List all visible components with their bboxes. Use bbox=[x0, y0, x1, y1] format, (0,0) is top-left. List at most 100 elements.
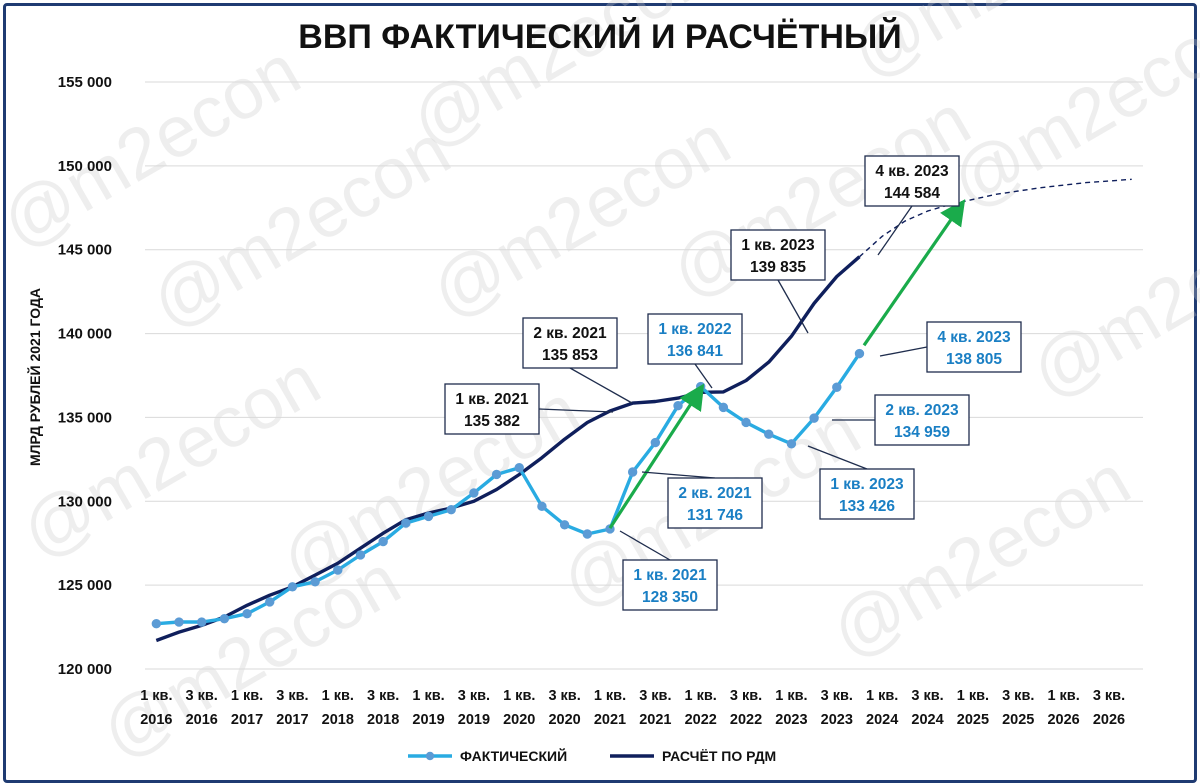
x-tick-year: 2026 bbox=[1047, 712, 1079, 728]
data-point bbox=[582, 529, 592, 539]
callout-box bbox=[522, 317, 618, 369]
data-point bbox=[764, 429, 774, 439]
forecast-dashed-line bbox=[859, 178, 1132, 258]
chart-frame bbox=[3, 3, 1197, 783]
data-point bbox=[174, 617, 184, 627]
callout-layer: 4 кв. 2023 144 584 1 кв. 2023 139 835 2 кв. … bbox=[444, 155, 1022, 611]
x-tick-quarter: 1 кв. bbox=[231, 688, 263, 704]
callout-period: 1 кв. 2023 bbox=[830, 476, 904, 493]
data-point bbox=[559, 520, 570, 530]
callout-value: 131 746 bbox=[687, 507, 743, 524]
data-point bbox=[786, 439, 797, 449]
callout-period: 1 кв. 2021 bbox=[633, 567, 707, 584]
x-tick-year: 2023 bbox=[775, 712, 807, 728]
x-tick-quarter: 3 кв. bbox=[639, 688, 671, 704]
data-point bbox=[423, 511, 434, 522]
x-tick-year: 2022 bbox=[685, 712, 717, 728]
y-tick-label: 140 000 bbox=[58, 326, 112, 343]
callout-dark-3: 1 кв. 2021 135 382 bbox=[444, 383, 614, 435]
x-tick-quarter: 3 кв. bbox=[458, 688, 490, 704]
callout-blue-7: 1 кв. 2023 133 426 bbox=[807, 445, 915, 520]
y-tick-label: 130 000 bbox=[58, 493, 112, 510]
data-point bbox=[446, 504, 456, 515]
callout-pointer bbox=[879, 346, 928, 357]
legend-marker-actual bbox=[425, 751, 435, 761]
callout-pointer bbox=[877, 205, 913, 256]
y-tick-label: 135 000 bbox=[58, 409, 112, 426]
callout-box bbox=[819, 468, 915, 520]
x-tick-year: 2021 bbox=[639, 712, 671, 728]
trend-arrow bbox=[862, 199, 966, 347]
x-tick-quarter: 3 кв. bbox=[186, 688, 218, 704]
callout-value: 133 426 bbox=[839, 498, 895, 515]
x-tick-year: 2016 bbox=[186, 712, 218, 728]
callout-period: 2 кв. 2021 bbox=[678, 485, 752, 502]
x-tick-quarter: 1 кв. bbox=[957, 688, 989, 704]
callout-pointer bbox=[777, 279, 809, 334]
data-point bbox=[310, 577, 320, 587]
data-point bbox=[491, 469, 502, 480]
callout-pointer bbox=[694, 363, 713, 389]
x-tick-quarter: 1 кв. bbox=[594, 688, 626, 704]
legend-label-rdm: РАСЧЁТ ПО РДМ bbox=[662, 748, 776, 764]
callout-pointer bbox=[619, 530, 671, 561]
data-point bbox=[854, 348, 865, 359]
callout-box bbox=[622, 559, 718, 611]
x-tick-year: 2017 bbox=[276, 712, 308, 728]
callout-pointer bbox=[807, 445, 868, 470]
x-tick-year: 2024 bbox=[911, 712, 943, 728]
x-tick-quarter: 1 кв. bbox=[775, 688, 807, 704]
data-point bbox=[537, 501, 547, 512]
callout-dark-2: 2 кв. 2021 135 853 bbox=[522, 317, 633, 404]
y-tick-label: 145 000 bbox=[58, 242, 112, 259]
data-point bbox=[355, 550, 366, 560]
x-tick-year: 2024 bbox=[866, 712, 898, 728]
x-tick-year: 2019 bbox=[458, 712, 490, 728]
callout-period: 1 кв. 2022 bbox=[658, 321, 731, 338]
data-point bbox=[287, 582, 298, 592]
callout-value: 134 959 bbox=[894, 424, 950, 441]
callout-value: 139 835 bbox=[750, 259, 806, 276]
data-point bbox=[718, 402, 729, 413]
callout-value: 135 382 bbox=[464, 413, 520, 430]
data-point bbox=[378, 536, 388, 547]
callout-pointer bbox=[641, 471, 716, 479]
callout-blue-9: 1 кв. 2021 128 350 bbox=[619, 530, 718, 611]
callout-box bbox=[730, 229, 826, 281]
x-tick-quarter: 1 кв. bbox=[1047, 688, 1079, 704]
y-axis-ticks: 120 000 125 000 130 000 135 000 140 000 145 0… bbox=[58, 74, 112, 678]
callout-period: 2 кв. 2021 bbox=[533, 325, 607, 342]
callout-period: 2 кв. 2023 bbox=[885, 402, 959, 419]
callout-value: 144 584 bbox=[884, 185, 940, 202]
data-point bbox=[333, 565, 343, 575]
trend-arrow bbox=[608, 383, 705, 529]
x-tick-quarter: 1 кв. bbox=[503, 688, 535, 704]
legend: ФАКТИЧЕСКИЙ РАСЧЁТ ПО РДМ bbox=[408, 747, 776, 764]
x-tick-year: 2017 bbox=[231, 712, 263, 728]
data-point bbox=[514, 463, 524, 473]
x-tick-year: 2026 bbox=[1093, 712, 1125, 728]
x-tick-quarter: 3 кв. bbox=[548, 688, 580, 704]
data-point bbox=[650, 437, 661, 448]
data-point bbox=[265, 597, 275, 607]
x-tick-quarter: 3 кв. bbox=[730, 688, 762, 704]
data-point bbox=[219, 613, 230, 624]
callout-pointer bbox=[538, 408, 614, 413]
callout-blue-5: 4 кв. 2023 138 805 bbox=[879, 321, 1022, 373]
x-tick-year: 2022 bbox=[730, 712, 762, 728]
callout-value: 128 350 bbox=[642, 589, 698, 606]
y-axis-label: МЛРД РУБЛЕЙ 2021 ГОДА bbox=[26, 288, 43, 466]
callout-period: 4 кв. 2023 bbox=[875, 163, 949, 180]
x-tick-quarter: 3 кв. bbox=[1002, 688, 1034, 704]
callout-dark-0: 4 кв. 2023 144 584 bbox=[864, 155, 960, 256]
data-point bbox=[741, 417, 751, 428]
x-tick-quarter: 3 кв. bbox=[821, 688, 853, 704]
x-tick-quarter: 3 кв. bbox=[1093, 688, 1125, 704]
x-tick-quarter: 1 кв. bbox=[866, 688, 898, 704]
data-point bbox=[151, 619, 162, 629]
callout-period: 1 кв. 2023 bbox=[741, 237, 815, 254]
callout-value: 138 805 bbox=[946, 351, 1002, 368]
data-point bbox=[627, 467, 638, 477]
series-line-1 bbox=[155, 255, 861, 643]
